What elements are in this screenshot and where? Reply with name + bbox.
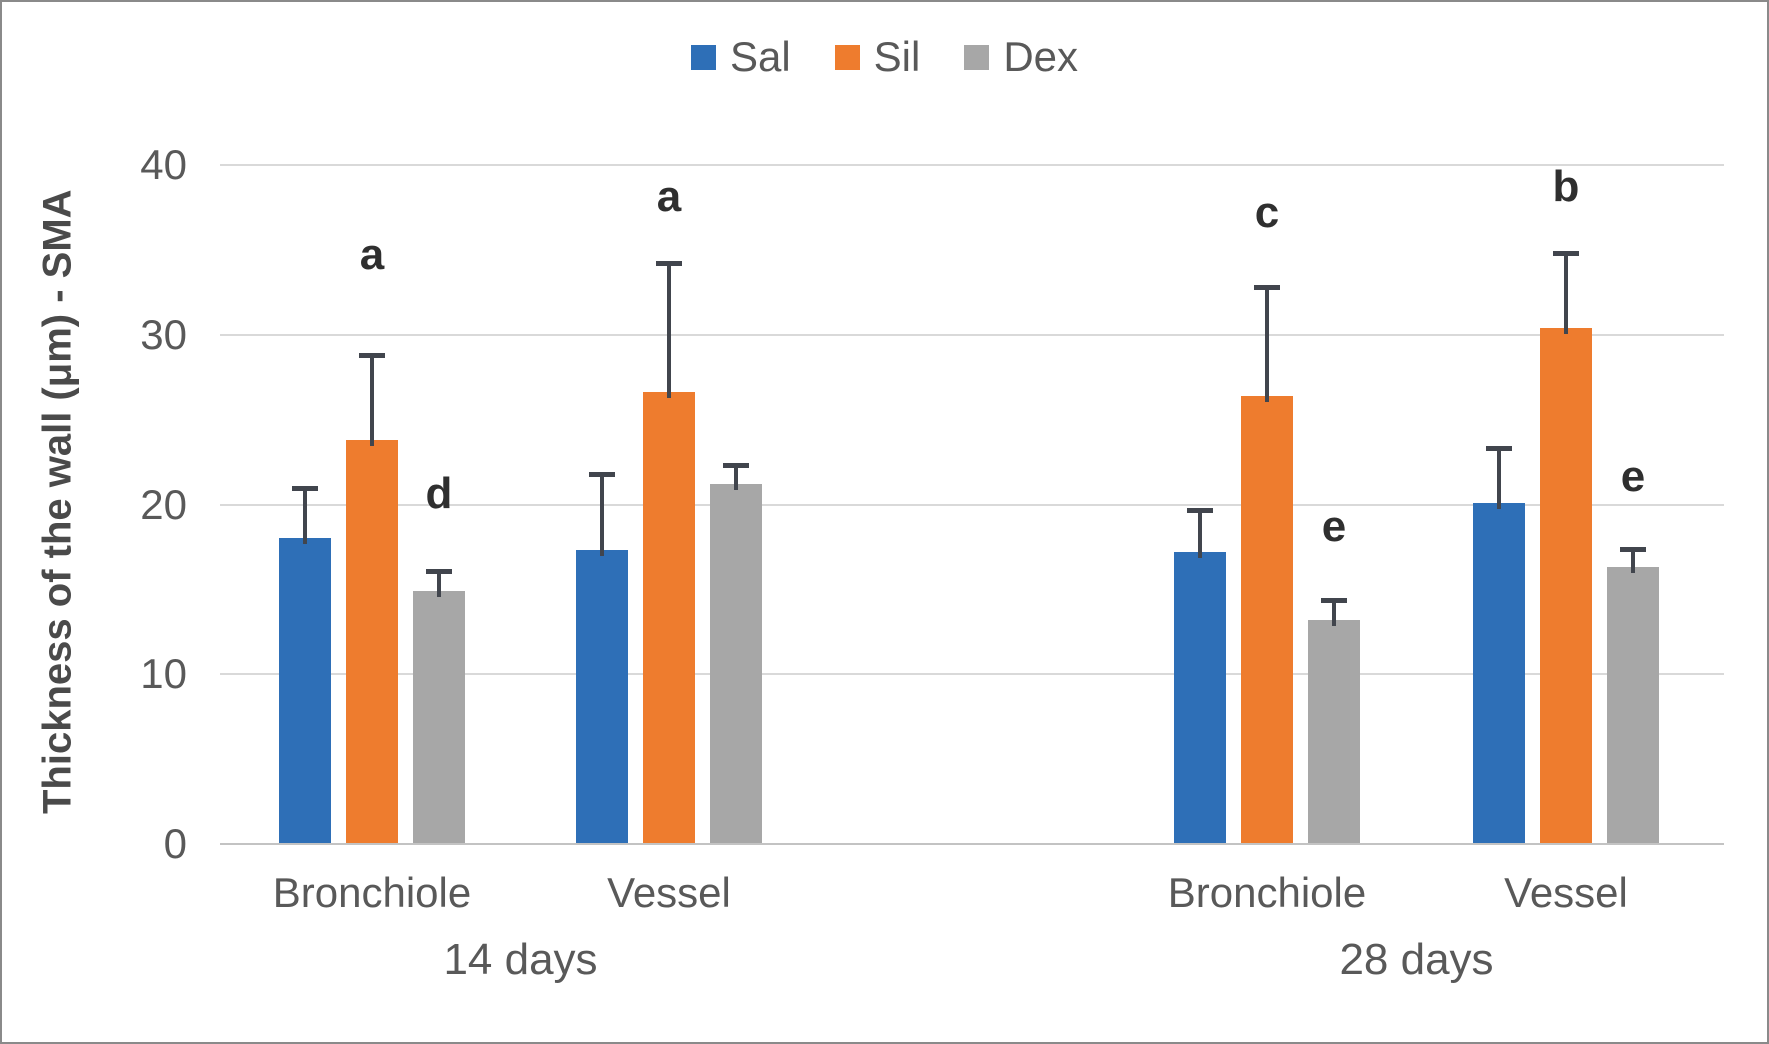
day-label-0: 14 days <box>443 935 598 984</box>
error-bar-stem-sal-group3 <box>1497 448 1501 509</box>
significance-letter-e-6: e <box>1620 452 1646 502</box>
y-tick-label-30: 30 <box>140 310 187 358</box>
category-label-group3: Vessel <box>1504 869 1628 916</box>
error-bar-cap-sal-group3 <box>1486 446 1512 452</box>
category-label-group1: Vessel <box>607 869 731 916</box>
bar-sil-group2 <box>1241 395 1293 844</box>
error-bar-cap-dex-group3 <box>1620 546 1646 552</box>
error-bar-cap-dex-group0 <box>426 568 452 574</box>
legend: Sal Sil Dex <box>2 36 1767 78</box>
error-bar-cap-sil-group2 <box>1254 285 1280 291</box>
error-bar-cap-dex-group2 <box>1321 597 1347 603</box>
legend-label-dex: Dex <box>1003 33 1079 80</box>
significance-letter-e-4: e <box>1321 501 1347 551</box>
legend-label-sal: Sal <box>729 33 791 80</box>
legend-item-dex: Dex <box>964 36 1078 78</box>
x-axis-line <box>220 843 1724 845</box>
error-bar-stem-dex-group3 <box>1631 548 1635 574</box>
error-bar-stem-sal-group0 <box>303 487 307 545</box>
gridline-20 <box>220 503 1724 506</box>
day-label-1: 28 days <box>1339 935 1494 984</box>
error-bar-stem-sal-group1 <box>600 473 604 557</box>
bar-sil-group3 <box>1540 327 1592 844</box>
error-bar-stem-sil-group3 <box>1564 253 1568 334</box>
legend-swatch-dex <box>964 44 990 70</box>
category-label-group0: Bronchiole <box>272 869 472 916</box>
y-tick-label-40: 40 <box>140 141 187 188</box>
error-bar-cap-sil-group3 <box>1553 251 1579 257</box>
significance-letter-a-0: a <box>359 229 385 279</box>
y-tick-label-20: 20 <box>140 480 187 528</box>
error-bar-cap-sil-group1 <box>656 261 682 267</box>
gridline-30 <box>220 333 1724 336</box>
bar-sal-group1 <box>576 550 628 844</box>
error-bar-cap-sal-group1 <box>589 471 615 477</box>
bar-dex-group0 <box>413 591 465 844</box>
error-bar-stem-sal-group2 <box>1198 509 1202 559</box>
error-bar-cap-sal-group0 <box>292 485 318 491</box>
error-bar-stem-dex-group0 <box>437 570 441 598</box>
category-label-group2: Bronchiole <box>1167 869 1367 916</box>
gridline-40 <box>220 164 1724 166</box>
error-bar-stem-sil-group2 <box>1265 287 1269 402</box>
bar-sil-group0 <box>346 439 398 844</box>
legend-label-sil: Sil <box>873 33 921 80</box>
bar-sal-group3 <box>1473 502 1525 844</box>
bar-sal-group0 <box>279 538 331 844</box>
legend-item-sal: Sal <box>690 33 791 80</box>
bar-dex-group3 <box>1607 567 1659 844</box>
y-tick-label-0: 0 <box>163 820 187 867</box>
error-bar-cap-dex-group1 <box>723 463 749 469</box>
significance-letter-b-5: b <box>1552 162 1580 212</box>
error-bar-stem-sil-group1 <box>667 263 671 399</box>
legend-swatch-sil <box>834 44 860 70</box>
gridline-10 <box>220 673 1724 676</box>
bar-dex-group1 <box>710 484 762 844</box>
legend-swatch-sal <box>690 44 716 70</box>
error-bar-cap-sal-group2 <box>1187 507 1213 513</box>
error-bar-cap-sil-group0 <box>359 353 385 359</box>
significance-letter-d-1: d <box>425 469 453 519</box>
bar-dex-group2 <box>1308 619 1360 844</box>
bar-sil-group1 <box>643 392 695 844</box>
legend-item-sil: Sil <box>834 33 921 80</box>
error-bar-stem-sil-group0 <box>370 355 374 446</box>
significance-letter-c-3: c <box>1254 187 1280 237</box>
error-bar-stem-dex-group1 <box>734 465 738 491</box>
y-tick-label-10: 10 <box>140 650 187 698</box>
bar-sal-group2 <box>1174 552 1226 844</box>
error-bar-stem-dex-group2 <box>1332 599 1336 626</box>
significance-letter-a-2: a <box>656 172 682 222</box>
